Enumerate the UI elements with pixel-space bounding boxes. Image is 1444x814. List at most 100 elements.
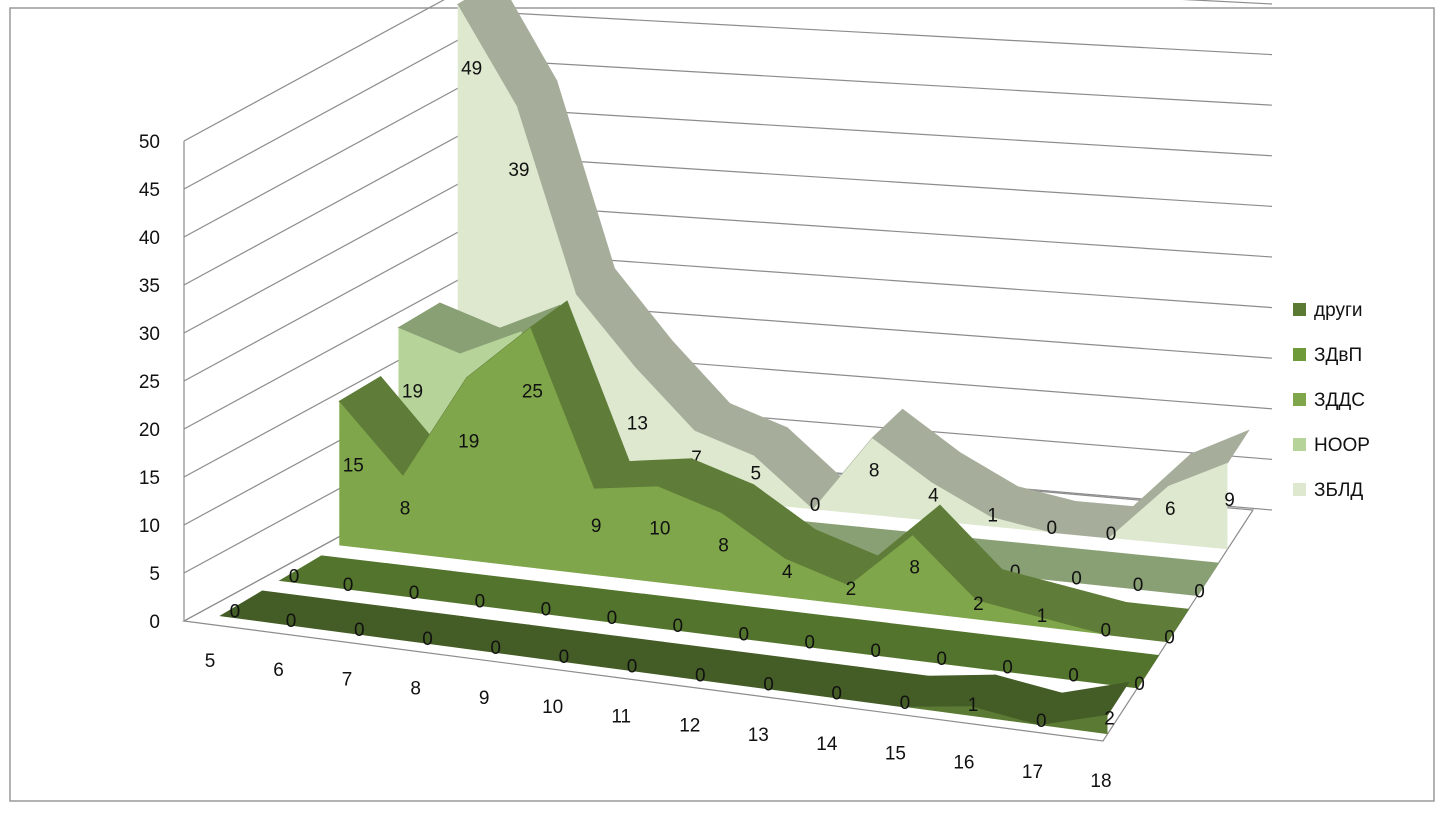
data-label: 0 (607, 608, 618, 629)
y-tick-label: 10 (139, 516, 160, 537)
data-label: 0 (831, 684, 842, 705)
data-label: 0 (230, 602, 241, 623)
series-top-segment (1102, 601, 1190, 643)
legend-swatch (1293, 348, 1306, 361)
data-label: 4 (782, 562, 793, 583)
series-2: 0 0 0 0 0 0 0 0 0 0 0 0 0 0 (278, 555, 1160, 695)
data-label: 7 (691, 448, 702, 469)
data-label: 39 (508, 160, 529, 181)
x-tick-label: 7 (342, 669, 353, 690)
data-label: 0 (343, 575, 354, 596)
y-tick-label: 30 (139, 324, 160, 345)
y-tick-label: 25 (139, 372, 160, 393)
data-label: 6 (1165, 499, 1176, 520)
gridline-back (507, 108, 1273, 157)
data-label: 1 (987, 506, 998, 527)
data-label: 8 (909, 558, 920, 579)
gridline-side (183, 0, 445, 142)
data-label: 0 (289, 567, 300, 588)
data-label: 0 (1010, 562, 1021, 583)
data-label: 0 (1101, 620, 1112, 641)
data-label: 15 (343, 455, 364, 476)
data-label: 0 (1133, 575, 1144, 596)
x-tick-label: 16 (953, 753, 974, 774)
gridline-back (507, 204, 1273, 258)
series-1: 0 0 0 0 0 0 0 0 0 0 0 10 2 (219, 590, 1130, 735)
legend-swatch (1293, 438, 1306, 451)
data-label: 0 (541, 600, 552, 621)
data-label: 0 (763, 675, 774, 696)
x-tick-label: 17 (1022, 762, 1043, 783)
data-label: 2 (1104, 708, 1115, 729)
gridline-side (183, 204, 509, 382)
data-label: 0 (804, 633, 815, 654)
y-tick-label: 45 (139, 180, 160, 201)
data-label: 8 (869, 461, 880, 482)
data-label: 13 (627, 414, 648, 435)
y-tick-label: 5 (149, 564, 160, 585)
gridline-side (183, 12, 509, 190)
gridline-side (183, 60, 509, 238)
data-label: 0 (870, 641, 881, 662)
data-label: 0 (810, 495, 821, 516)
data-label: 0 (1068, 666, 1079, 687)
x-tick-label: 15 (885, 743, 906, 764)
data-label: 9 (591, 516, 602, 537)
y-tick-label: 15 (139, 468, 160, 489)
data-label: 19 (402, 382, 423, 403)
legend-label: ЗДДС (1314, 390, 1365, 411)
series-front-face (457, 4, 1228, 550)
data-label: 0 (1106, 524, 1117, 545)
data-label: 2 (973, 594, 984, 615)
x-tick-label: 14 (816, 734, 838, 755)
data-label: 0 (286, 611, 297, 632)
gridline-side (183, 252, 509, 430)
data-label: 5 (750, 464, 761, 485)
data-label: 0 (1194, 581, 1205, 602)
legend-label: други (1314, 300, 1362, 321)
data-label: 0 (627, 656, 638, 677)
data-label: 0 (695, 665, 706, 686)
data-label: 1 (968, 695, 979, 716)
y-tick-label: 50 (139, 132, 160, 153)
x-tick-label: 8 (410, 679, 421, 700)
legend-label: ЗБЛД (1314, 480, 1363, 501)
data-label: 0 (673, 616, 684, 637)
gridline-side (183, 108, 509, 286)
legend-swatch (1293, 393, 1306, 406)
gridline-back (1181, 0, 1273, 5)
data-label: 1 (1037, 606, 1048, 627)
legend: други ЗДвП ЗДДС НООР ЗБЛД (1293, 300, 1370, 501)
data-label: 0 (490, 638, 501, 659)
x-tick-label: 10 (542, 697, 563, 718)
gridline-back (507, 252, 1273, 309)
data-label: 0 (900, 693, 911, 714)
legend-swatch (1293, 483, 1306, 496)
data-label: 0 (475, 591, 486, 612)
data-label: 0 (354, 620, 365, 641)
x-tick-label: 18 (1090, 771, 1111, 792)
gridline-back (507, 12, 1273, 56)
x-tick-label: 6 (273, 660, 284, 681)
series-front-face (339, 327, 1168, 642)
data-label: 0 (409, 583, 420, 604)
data-label: 0 (1071, 568, 1082, 589)
data-label: 0 (1164, 628, 1175, 649)
series-layer: 4939201375084100691917202020000000015819… (219, 0, 1250, 735)
data-label: 49 (461, 59, 482, 80)
legend-label: НООР (1314, 435, 1370, 456)
data-label: 8 (718, 535, 729, 556)
y-tick-label: 40 (139, 228, 160, 249)
gridline-back (507, 60, 1273, 106)
data-label: 0 (936, 649, 947, 670)
x-tick-label: 13 (748, 725, 769, 746)
series-front-face (220, 615, 1108, 735)
data-label: 10 (649, 518, 670, 539)
x-tick-label: 9 (479, 688, 490, 709)
data-label: 0 (559, 647, 570, 668)
series-top-segment (1038, 681, 1130, 726)
x-tick-label: 12 (679, 716, 700, 737)
